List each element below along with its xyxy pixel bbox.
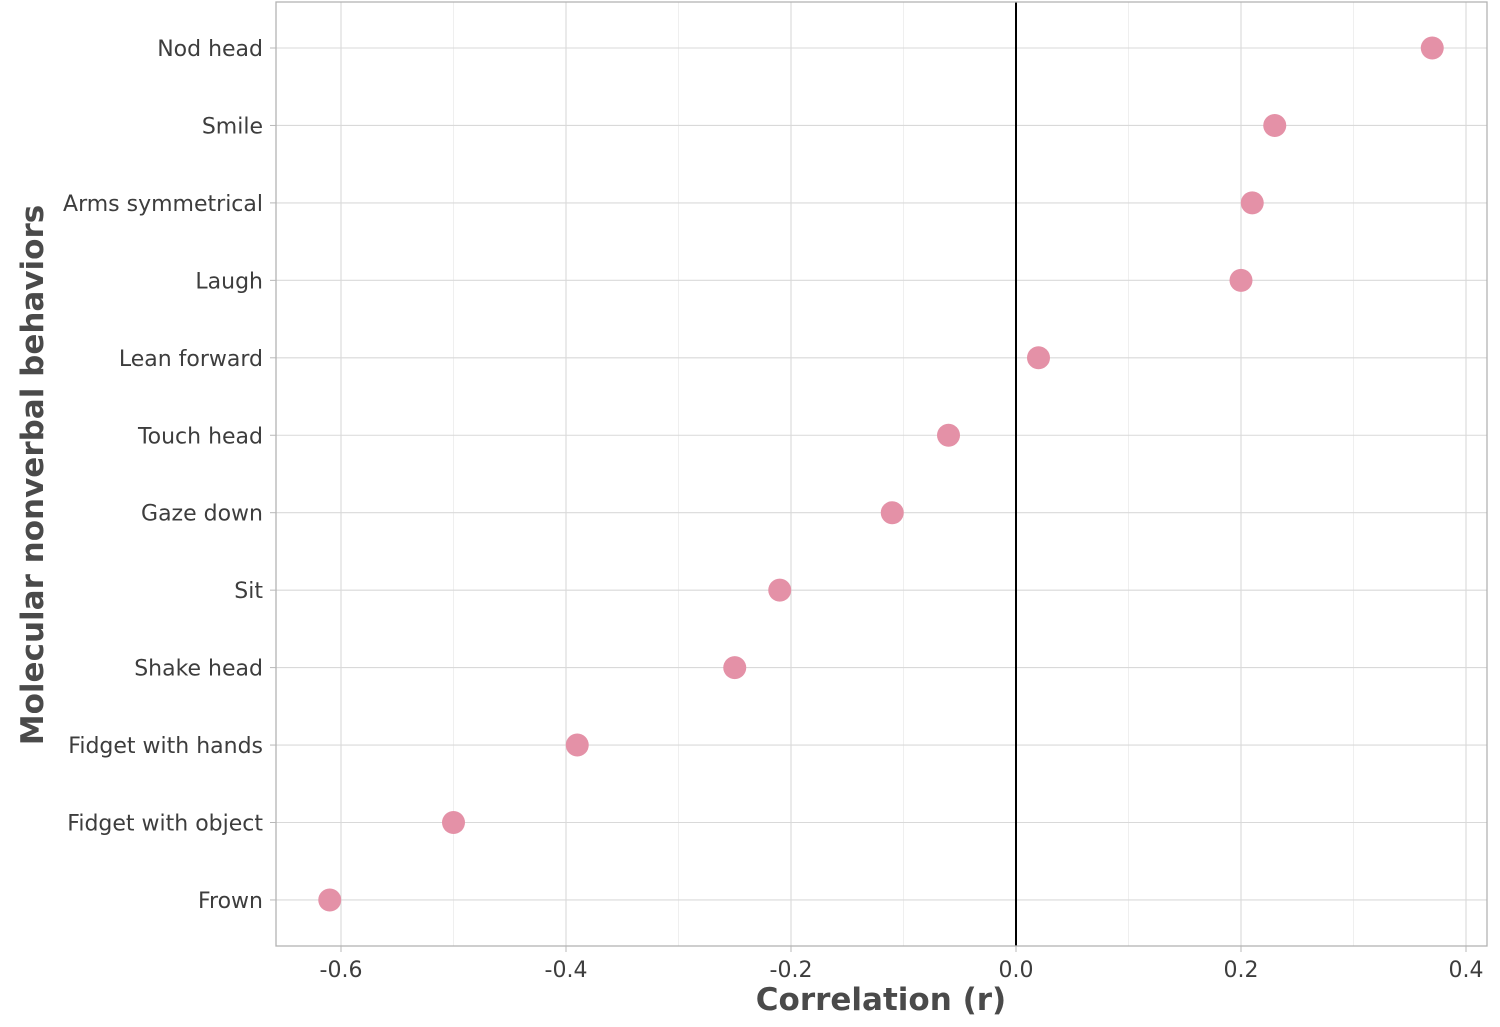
x-tick-label: -0.6 [320, 958, 363, 983]
data-point [1229, 268, 1253, 292]
x-tick-label: -0.4 [545, 958, 588, 983]
y-tick-label: Shake head [134, 657, 263, 682]
data-point [565, 733, 589, 757]
y-tick-label: Touch head [137, 424, 263, 449]
y-tick-label: Laugh [195, 269, 263, 294]
y-tick-label: Nod head [157, 37, 263, 62]
x-axis-title: Correlation (r) [756, 982, 1006, 1018]
y-tick-label: Lean forward [119, 347, 263, 372]
x-tick-label: 0.2 [1224, 958, 1259, 983]
y-tick-label: Gaze down [141, 502, 263, 527]
x-axis-ticks: -0.6 -0.4 -0.2 0.0 0.2 0.4 [320, 946, 1484, 983]
y-axis-title: Molecular nonverbal behaviors [15, 205, 51, 745]
y-tick-label: Sit [234, 579, 263, 604]
y-tick-label: Arms symmetrical [63, 192, 263, 217]
panel-border [275, 1, 1488, 947]
data-point [318, 888, 342, 912]
minor-grid [453, 2, 1354, 946]
x-tick-label: -0.2 [770, 958, 813, 983]
y-tick-label: Smile [202, 114, 263, 139]
data-point [1420, 36, 1444, 60]
y-tick-label: Fidget with hands [68, 734, 263, 759]
y-tick-label: Fidget with object [67, 812, 263, 837]
y-axis-ticks: Nod head Smile Arms symmetrical Laugh Lean f… [63, 37, 276, 914]
data-point [880, 501, 904, 525]
data-point [723, 656, 747, 680]
y-tick-label: Frown [198, 889, 263, 914]
data-point [442, 811, 465, 834]
x-tick-label: 0.0 [999, 958, 1034, 983]
data-point [1240, 191, 1264, 215]
data-point [1027, 346, 1050, 370]
x-tick-label: 0.4 [1449, 958, 1484, 983]
data-points [318, 36, 1444, 912]
data-point [1263, 113, 1287, 137]
data-point [768, 578, 792, 602]
data-point [937, 423, 960, 447]
